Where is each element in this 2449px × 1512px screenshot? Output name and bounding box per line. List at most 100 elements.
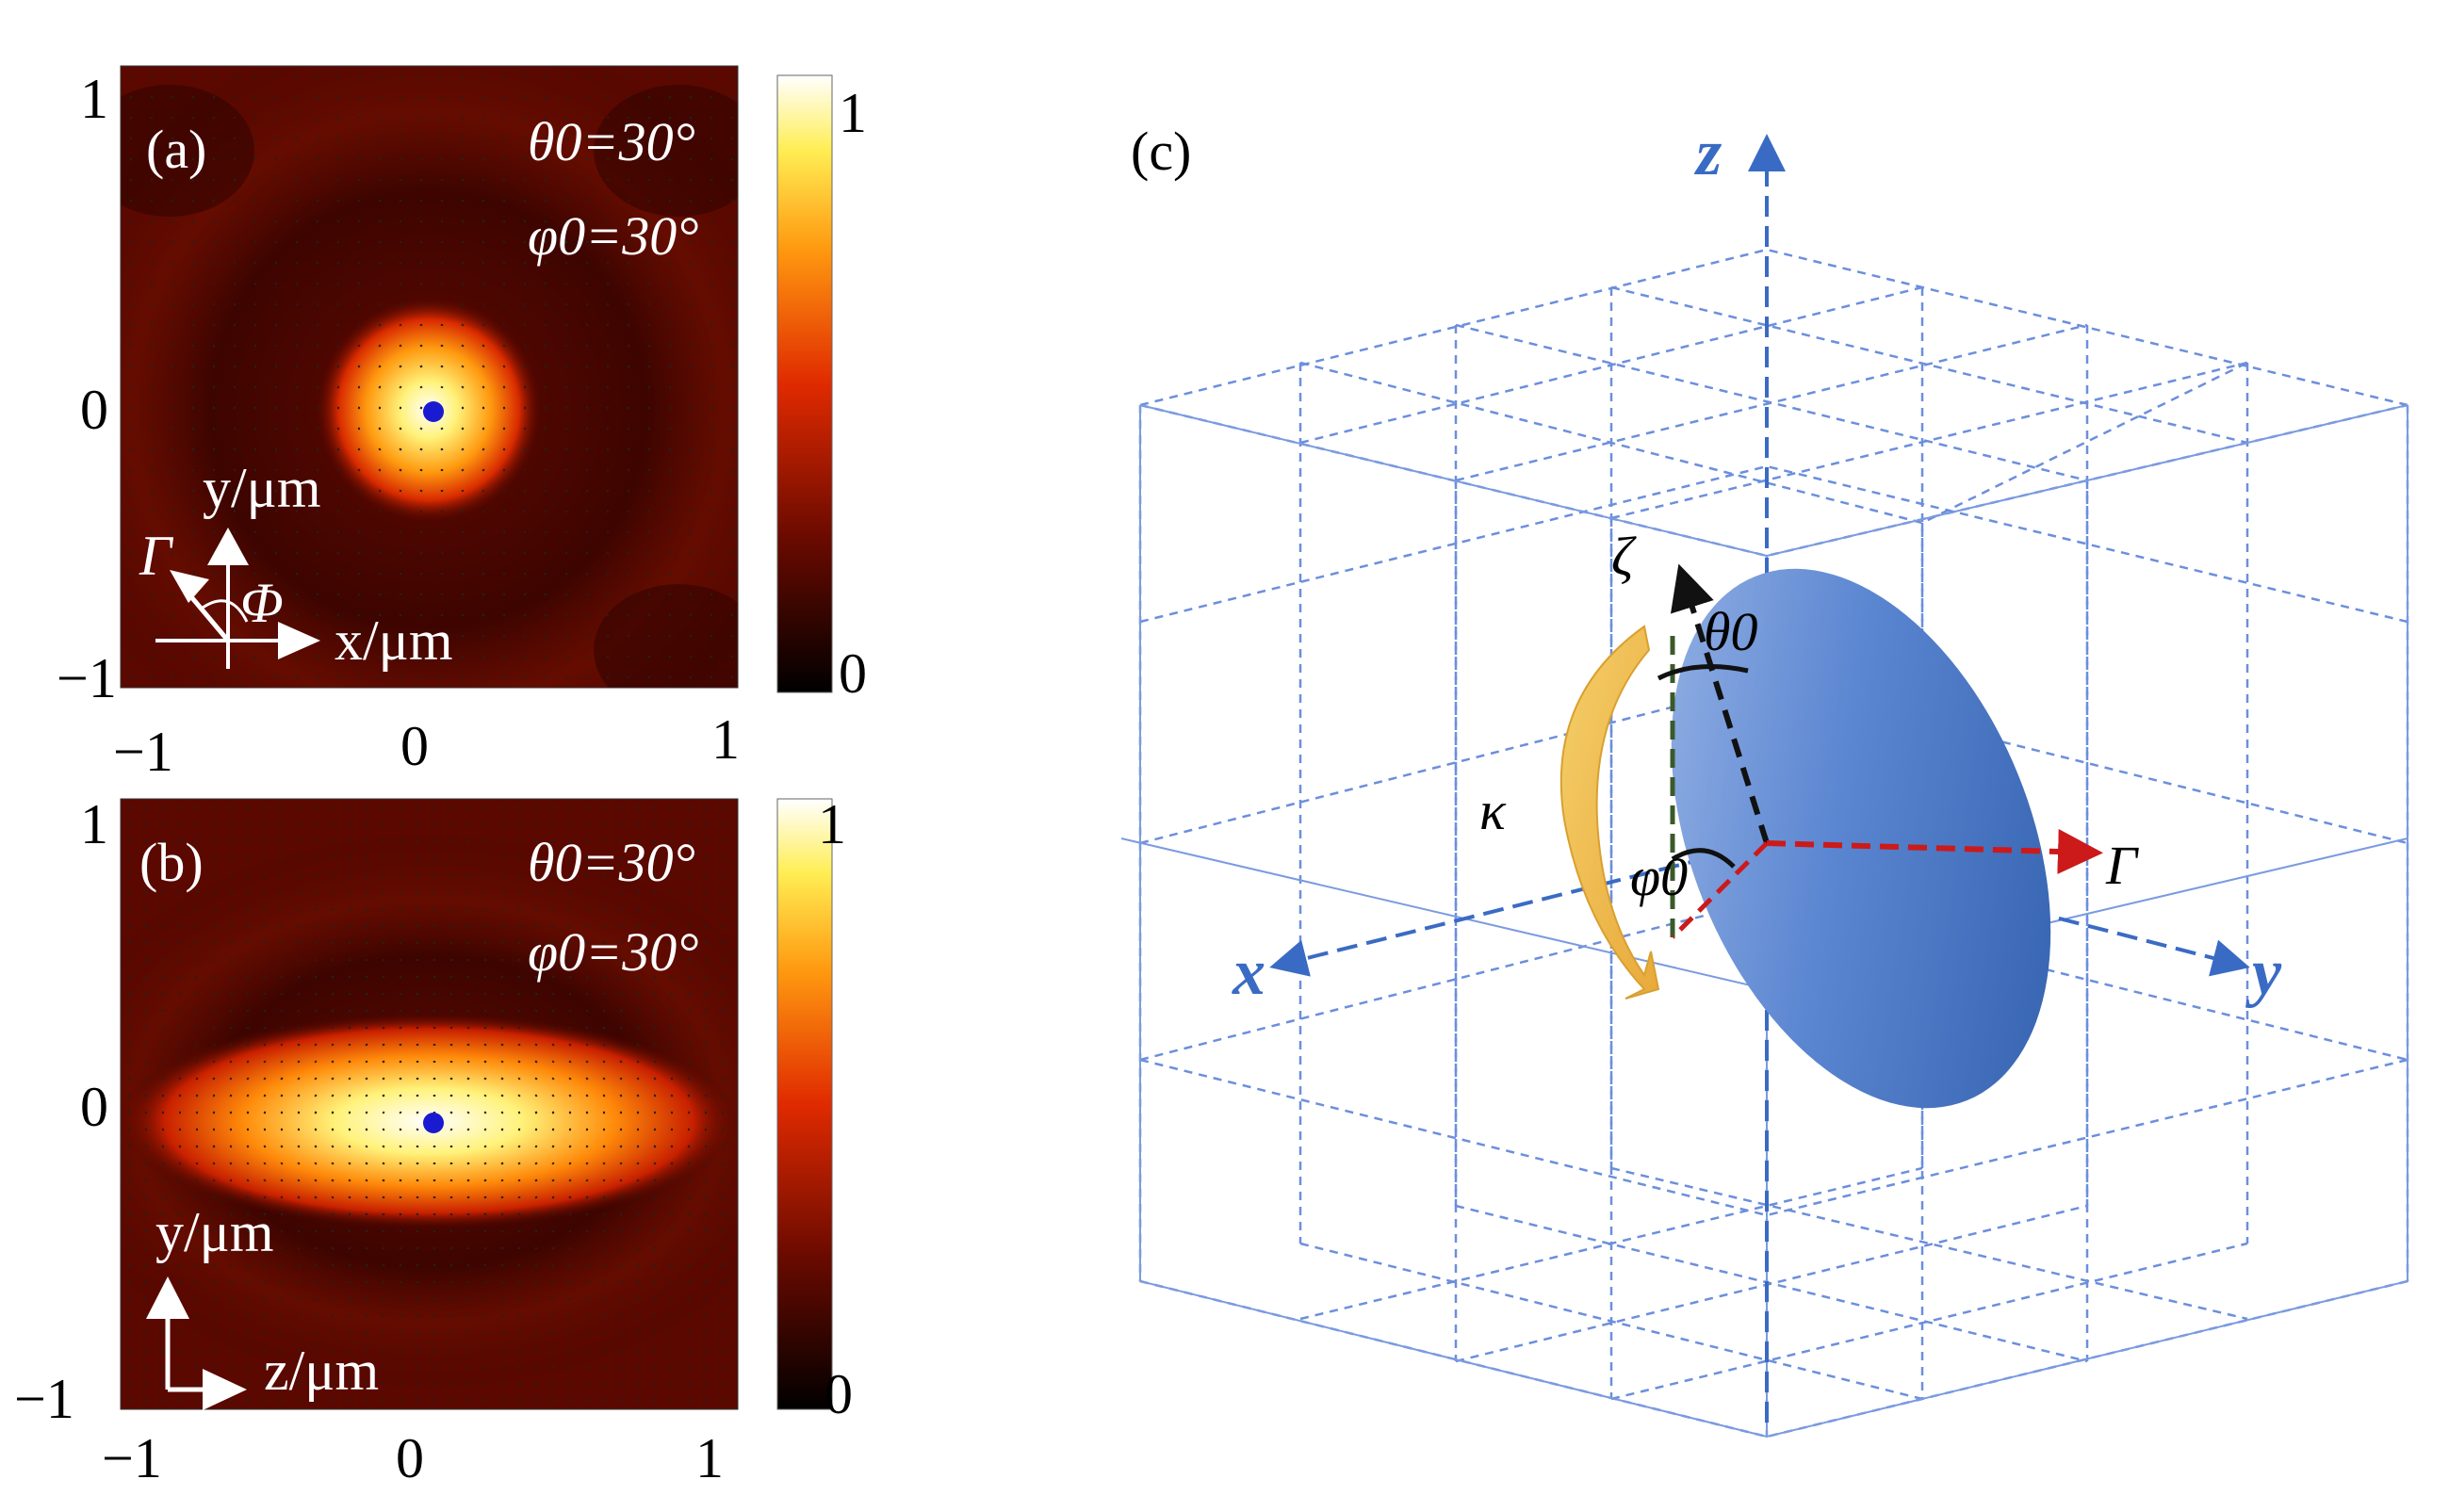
quiver-arrow <box>544 655 547 658</box>
quiver-arrow <box>191 634 195 638</box>
quiver-arrow <box>144 1229 148 1233</box>
quiver-arrow <box>129 116 133 120</box>
quiver-arrow <box>721 873 725 877</box>
quiver-arrow <box>212 1195 216 1199</box>
quiver-arrow <box>500 1162 504 1165</box>
quiver-arrow <box>544 634 547 638</box>
quiver-arrow <box>523 675 527 679</box>
quiver-arrow <box>274 199 278 203</box>
quiver-arrow <box>297 1179 301 1182</box>
quiver-arrow <box>195 1246 199 1250</box>
quiver-arrow <box>150 282 154 285</box>
quiver-arrow <box>721 1314 725 1318</box>
quiver-arrow <box>730 74 734 78</box>
quiver-arrow <box>274 240 278 244</box>
quiver-arrow <box>606 675 610 679</box>
quiver-arrow <box>627 116 630 120</box>
quiver-arrow <box>585 924 589 928</box>
quiver-arrow <box>280 1280 284 1284</box>
quiver-arrow <box>517 1077 521 1081</box>
quiver-arrow <box>710 116 713 120</box>
quiver-arrow <box>544 137 547 140</box>
quiver-arrow <box>191 74 195 78</box>
quiver-arrow <box>357 137 361 140</box>
tick-x-right-b: 1 <box>695 1427 724 1489</box>
quiver-arrow <box>627 675 630 679</box>
quiver-arrow <box>263 1195 267 1199</box>
quiver-arrow <box>357 323 361 327</box>
quiver-arrow <box>378 282 382 285</box>
grid-box <box>1120 248 2409 1439</box>
quiver-arrow <box>670 907 674 911</box>
quiver-arrow <box>178 1263 182 1267</box>
quiver-arrow <box>178 1026 182 1030</box>
quiver-arrow <box>161 805 165 809</box>
quiver-arrow <box>331 1009 335 1013</box>
quiver-arrow <box>195 992 199 996</box>
quiver-arrow <box>482 489 485 493</box>
quiver-arrow <box>253 551 257 555</box>
quiver-arrow <box>150 302 154 306</box>
quiver-arrow <box>212 1060 216 1064</box>
quiver-arrow <box>195 1077 199 1081</box>
quiver-arrow <box>730 116 734 120</box>
heatmap-b <box>121 799 738 1409</box>
quiver-arrow <box>668 157 672 161</box>
quiver-arrow <box>212 839 216 843</box>
quiver-arrow <box>229 1331 233 1335</box>
quiver-arrow <box>568 1043 572 1047</box>
quiver-arrow <box>627 468 630 472</box>
kappa-rotation-arrow <box>1559 625 1660 1000</box>
quiver-arrow <box>144 1280 148 1284</box>
quiver-arrow <box>544 613 547 617</box>
quiver-arrow <box>280 1212 284 1216</box>
axis-z-b: z/μm <box>264 1340 379 1402</box>
quiver-arrow <box>297 1060 301 1064</box>
quiver-arrow <box>161 1365 165 1369</box>
quiver-arrow <box>517 1195 521 1199</box>
tick-y-mid-b: 0 <box>80 1076 108 1138</box>
quiver-arrow <box>636 1077 640 1081</box>
quiver-arrow <box>357 447 361 451</box>
quiver-arrow <box>670 1331 674 1335</box>
quiver-arrow <box>689 282 693 285</box>
quiver-arrow <box>229 1212 233 1216</box>
quiver-arrow <box>297 1145 301 1148</box>
quiver-arrow <box>606 261 610 265</box>
quiver-arrow <box>331 1077 335 1081</box>
quiver-arrow <box>602 1009 606 1013</box>
quiver-arrow <box>564 240 568 244</box>
quiver-arrow <box>585 74 589 78</box>
quiver-arrow <box>129 261 133 265</box>
quiver-arrow <box>670 1280 674 1284</box>
quiver-arrow <box>534 1060 538 1064</box>
quiver-arrow <box>704 856 708 860</box>
quiver-arrow <box>416 1128 419 1131</box>
quiver-arrow <box>274 261 278 265</box>
quiver-arrow <box>585 675 589 679</box>
quiver-arrow <box>602 1026 606 1030</box>
quiver-arrow <box>178 890 182 894</box>
quiver-arrow <box>689 551 693 555</box>
quiver-arrow <box>721 890 725 894</box>
quiver-arrow <box>178 1179 182 1182</box>
quiver-arrow <box>171 219 174 223</box>
quiver-arrow <box>336 365 340 368</box>
quiver-arrow <box>171 530 174 534</box>
quiver-arrow <box>246 1280 250 1284</box>
quiver-arrow <box>161 907 165 911</box>
quiver-arrow <box>721 1009 725 1013</box>
quiver-arrow <box>704 1229 708 1233</box>
quiver-arrow <box>314 992 318 996</box>
tick-y-top-a: 1 <box>80 68 108 130</box>
quiver-arrow <box>274 675 278 679</box>
quiver-arrow <box>606 178 610 182</box>
quiver-arrow <box>653 907 657 911</box>
quiver-arrow <box>314 1077 318 1081</box>
quiver-arrow <box>523 302 527 306</box>
quiver-arrow <box>246 992 250 996</box>
quiver-arrow <box>483 1145 487 1148</box>
quiver-arrow <box>150 551 154 555</box>
quiver-arrow <box>585 468 589 472</box>
quiver-arrow <box>619 1026 623 1030</box>
